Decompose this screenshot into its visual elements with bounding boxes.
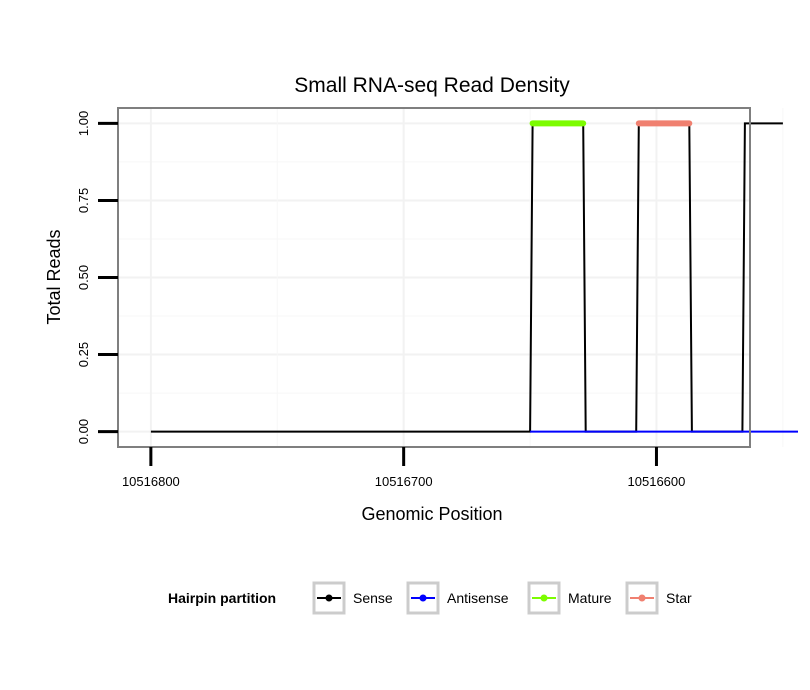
series-layer xyxy=(150,120,798,433)
y-tick-label: 0.25 xyxy=(76,342,91,367)
x-tick-label: 10516600 xyxy=(628,474,686,489)
legend-key-sense xyxy=(312,581,346,615)
x-axis-title: Genomic Position xyxy=(361,504,502,524)
x-tick-label: 10516800 xyxy=(122,474,180,489)
x-tick-label: 10516700 xyxy=(375,474,433,489)
legend-key-star xyxy=(625,581,659,615)
legend-key-box xyxy=(406,581,440,615)
y-axis-title: Total Reads xyxy=(44,229,64,324)
x-axis: 10516800 10516700 10516600 xyxy=(122,447,685,489)
legend: Hairpin partition Sense Antisense Mature St… xyxy=(168,581,692,615)
legend-key-antisense xyxy=(406,581,440,615)
y-tick-label: 0.75 xyxy=(76,188,91,213)
legend-label-mature: Mature xyxy=(568,590,612,606)
legend-key-dot xyxy=(325,594,333,602)
y-axis: 0.00 0.25 0.50 0.75 1.00 xyxy=(76,111,118,444)
legend-label-antisense: Antisense xyxy=(447,590,509,606)
legend-label-star: Star xyxy=(666,590,692,606)
y-tick-label: 0.50 xyxy=(76,265,91,290)
legend-key-mature xyxy=(527,581,561,615)
legend-key-dot xyxy=(540,594,548,602)
legend-key-dot xyxy=(638,594,646,602)
y-tick-label: 0.00 xyxy=(76,419,91,444)
series-line-sense xyxy=(150,122,783,433)
legend-title: Hairpin partition xyxy=(168,590,276,606)
legend-label-sense: Sense xyxy=(353,590,393,606)
legend-key-dot xyxy=(419,594,427,602)
y-tick-label: 1.00 xyxy=(76,111,91,136)
chart-title: Small RNA-seq Read Density xyxy=(294,74,570,97)
grid-lines xyxy=(118,108,784,447)
